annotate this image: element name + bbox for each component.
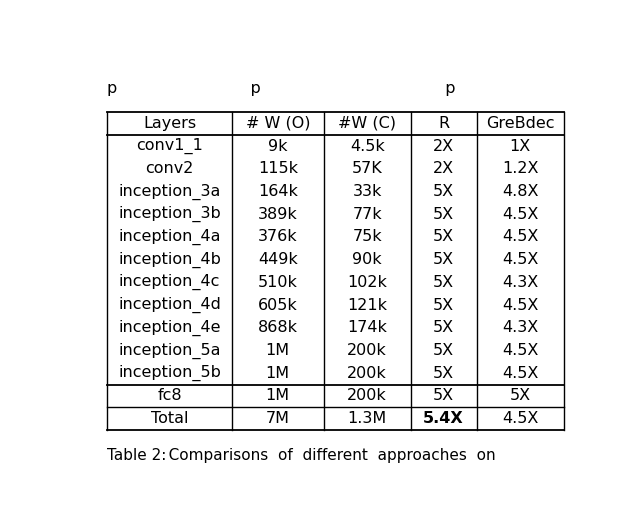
Text: GreBdec: GreBdec (486, 116, 554, 131)
Text: 102k: 102k (348, 275, 387, 290)
Text: 90k: 90k (353, 252, 382, 267)
Text: 868k: 868k (258, 320, 298, 335)
Text: 200k: 200k (348, 343, 387, 358)
Text: inception_5b: inception_5b (118, 365, 221, 382)
Text: Table 2:: Table 2: (108, 448, 166, 463)
Text: 5X: 5X (433, 320, 454, 335)
Text: 200k: 200k (348, 366, 387, 381)
Text: 2X: 2X (433, 161, 454, 176)
Text: inception_4a: inception_4a (118, 229, 221, 245)
Text: 376k: 376k (258, 229, 298, 245)
Text: #W (C): #W (C) (338, 116, 396, 131)
Text: 4.5X: 4.5X (502, 229, 538, 245)
Text: 2X: 2X (433, 139, 454, 153)
Text: 4.5X: 4.5X (502, 343, 538, 358)
Text: 510k: 510k (258, 275, 298, 290)
Text: 33k: 33k (353, 184, 382, 199)
Text: 1M: 1M (266, 366, 290, 381)
Text: 5.4X: 5.4X (423, 411, 464, 426)
Text: Comparisons  of  different  approaches  on: Comparisons of different approaches on (154, 448, 496, 463)
Text: inception_4c: inception_4c (119, 274, 220, 290)
Text: R: R (438, 116, 449, 131)
Text: 449k: 449k (258, 252, 298, 267)
Text: 1.2X: 1.2X (502, 161, 538, 176)
Text: 200k: 200k (348, 388, 387, 404)
Text: 5X: 5X (433, 343, 454, 358)
Text: 77k: 77k (353, 207, 382, 222)
Text: 4.5X: 4.5X (502, 207, 538, 222)
Text: 1.3M: 1.3M (348, 411, 387, 426)
Text: 4.5X: 4.5X (502, 252, 538, 267)
Text: fc8: fc8 (157, 388, 182, 404)
Text: 5X: 5X (433, 366, 454, 381)
Text: 4.5k: 4.5k (350, 139, 385, 153)
Text: 174k: 174k (348, 320, 387, 335)
Text: 605k: 605k (258, 298, 298, 313)
Text: 121k: 121k (347, 298, 387, 313)
Text: # W (O): # W (O) (246, 116, 310, 131)
Text: 5X: 5X (433, 275, 454, 290)
Text: 5X: 5X (433, 207, 454, 222)
Text: 4.3X: 4.3X (502, 275, 538, 290)
Text: 389k: 389k (258, 207, 298, 222)
Text: conv1_1: conv1_1 (136, 138, 203, 154)
Text: 5X: 5X (433, 184, 454, 199)
Text: inception_4d: inception_4d (118, 297, 221, 313)
Text: 4.5X: 4.5X (502, 366, 538, 381)
Text: 4.5X: 4.5X (502, 411, 538, 426)
Text: Total: Total (151, 411, 188, 426)
Text: inception_5a: inception_5a (118, 343, 221, 359)
Text: inception_3b: inception_3b (118, 206, 221, 222)
Text: inception_4e: inception_4e (118, 320, 221, 336)
Text: 1X: 1X (509, 139, 531, 153)
Text: 5X: 5X (509, 388, 531, 404)
Text: Layers: Layers (143, 116, 196, 131)
Text: 4.3X: 4.3X (502, 320, 538, 335)
Text: 57K: 57K (352, 161, 383, 176)
Text: 1M: 1M (266, 388, 290, 404)
Text: 5X: 5X (433, 252, 454, 267)
Text: 4.8X: 4.8X (502, 184, 538, 199)
Text: 4.5X: 4.5X (502, 298, 538, 313)
Text: 5X: 5X (433, 298, 454, 313)
Text: 115k: 115k (258, 161, 298, 176)
Text: 9k: 9k (268, 139, 287, 153)
Text: 7M: 7M (266, 411, 290, 426)
Text: 1M: 1M (266, 343, 290, 358)
Text: conv2: conv2 (145, 161, 194, 176)
Text: 5X: 5X (433, 388, 454, 404)
Text: 75k: 75k (353, 229, 382, 245)
Text: 5X: 5X (433, 229, 454, 245)
Text: inception_3a: inception_3a (118, 183, 221, 200)
Text: inception_4b: inception_4b (118, 251, 221, 268)
Text: 164k: 164k (258, 184, 298, 199)
Text: p                          p                                    p: p p p (108, 81, 456, 96)
